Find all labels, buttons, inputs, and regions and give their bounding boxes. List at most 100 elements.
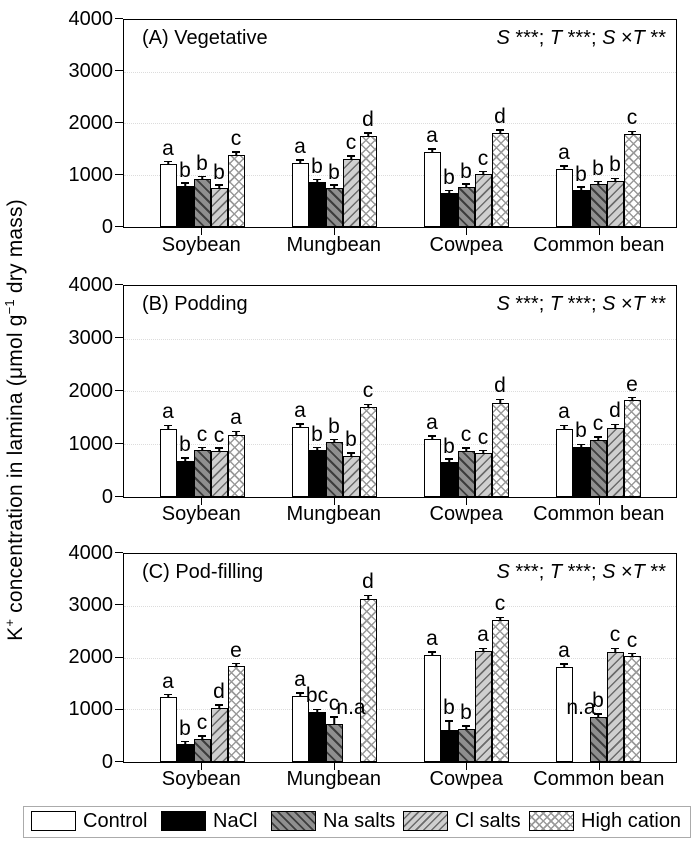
- barwrap-control: a: [159, 286, 177, 497]
- gridline-3000: [124, 338, 676, 340]
- significance-letter: a: [162, 400, 174, 424]
- significance-letter: b: [311, 422, 323, 446]
- error-bar-cap: [560, 165, 568, 167]
- barwrap-na-salts: b: [457, 20, 475, 227]
- error-bar-cap: [181, 182, 189, 184]
- barwrap-cl-salts: b: [210, 20, 228, 227]
- bar-na-salts: [589, 716, 607, 762]
- significance-letter: a: [294, 398, 306, 422]
- barwrap-nacl: b: [440, 20, 458, 227]
- significance-letter: a: [558, 141, 570, 165]
- bar-cl-salts: [606, 651, 624, 762]
- significance-letter: c: [196, 422, 208, 446]
- stats-part: ***;: [562, 293, 603, 315]
- barwrap-na-salts: b: [325, 20, 343, 227]
- y-tick-mark: [115, 337, 123, 339]
- bar-high-cation: [623, 134, 641, 227]
- bar-cl-salts: [606, 428, 624, 497]
- barwrap-cl-salts: d: [210, 554, 228, 762]
- stats-part: ***;: [562, 561, 603, 583]
- x-category-label-mungbean: Mungbean: [286, 234, 382, 256]
- panel-stats-annotation: S ***; T ***; S ×T **: [496, 561, 666, 584]
- stats-part: **: [644, 293, 666, 315]
- x-tick-mark: [201, 763, 203, 770]
- y-tick-mark: [115, 390, 123, 391]
- significance-letter: bc: [305, 684, 329, 708]
- panel-title-C: (C) Pod-filling: [142, 561, 264, 583]
- stats-part: **: [644, 27, 666, 49]
- stats-part: S: [602, 293, 616, 315]
- significance-letter: b: [179, 158, 191, 182]
- significance-letter: c: [494, 592, 506, 616]
- legend-swatch-cl-salts: [403, 811, 448, 831]
- bar-cl-salts: [474, 453, 492, 497]
- significance-letter: b: [196, 152, 208, 176]
- y-tick-mark: [115, 122, 123, 123]
- y-tick-label-2000: 2000: [68, 379, 114, 402]
- error-bar-cap: [479, 449, 487, 452]
- bar-cl-salts: [342, 455, 360, 497]
- barwrap-nacl: b: [308, 286, 326, 497]
- x-tick-mark: [466, 763, 468, 770]
- barwrap-control: a: [291, 554, 309, 762]
- bar-high-cation: [623, 656, 641, 762]
- stats-part: S: [602, 561, 616, 583]
- error-bar-cap: [313, 178, 321, 181]
- bar-na-salts: [193, 179, 211, 227]
- error-bar-cap: [198, 735, 206, 737]
- significance-letter: b: [592, 157, 604, 181]
- error-bar-cap: [215, 447, 223, 449]
- y-tick-mark: [115, 604, 123, 606]
- bar-high-cation: [359, 599, 377, 762]
- x-category-label-mungbean: Mungbean: [286, 503, 382, 525]
- error-bar: [631, 654, 633, 657]
- significance-letter: b: [345, 427, 357, 451]
- barwrap-nacl: n.a: [566, 554, 595, 762]
- significance-letter: d: [362, 570, 374, 594]
- error-bar-cap: [330, 438, 338, 441]
- error-bar: [184, 458, 186, 461]
- significance-letter: c: [609, 623, 621, 647]
- stats-part: S: [496, 293, 510, 315]
- stats-part: **: [644, 561, 666, 583]
- error-bar-cap: [496, 398, 504, 401]
- error-bar: [184, 742, 186, 745]
- panel-title-B: (B) Podding: [142, 293, 248, 315]
- error-bar-cap: [232, 662, 240, 665]
- significance-letter: d: [213, 679, 225, 703]
- significance-letter: b: [311, 155, 323, 179]
- bar-control: [159, 697, 177, 762]
- barwrap-high-cation: d: [359, 20, 377, 227]
- bar-high-cation: [227, 154, 245, 227]
- y-tick-mark: [115, 225, 123, 227]
- error-bar: [218, 705, 220, 708]
- error-bar: [448, 721, 450, 730]
- error-bar-cap: [198, 175, 206, 178]
- error-bar-cap: [181, 457, 189, 459]
- bar-control: [291, 162, 309, 227]
- y-tick-mark: [115, 760, 123, 762]
- y-tick-label-3000: 3000: [68, 59, 114, 82]
- bar-cl-salts: [210, 707, 228, 762]
- x-category-label-common-bean: Common bean: [533, 768, 665, 790]
- bar-control: [423, 151, 441, 227]
- error-bar: [580, 187, 582, 190]
- error-bar-cap: [594, 436, 602, 438]
- error-bar-cap: [428, 435, 436, 437]
- plot-panel-C: (C) Pod-filling S ***; T ***; S ×T ** a b c d…: [123, 553, 677, 763]
- stats-part: T: [549, 561, 563, 583]
- significance-letter: d: [494, 105, 506, 129]
- significance-letter: d: [362, 108, 374, 132]
- y-tick-label-3000: 3000: [68, 594, 114, 617]
- error-bar-cap: [428, 148, 436, 150]
- error-bar: [316, 180, 318, 183]
- significance-letter: c: [345, 130, 357, 154]
- y-tick-label-2000: 2000: [68, 646, 114, 669]
- error-bar-cap: [347, 155, 355, 157]
- bar-control: [291, 695, 309, 762]
- stats-part: ***;: [509, 561, 550, 583]
- barwrap-high-cation: c: [623, 20, 641, 227]
